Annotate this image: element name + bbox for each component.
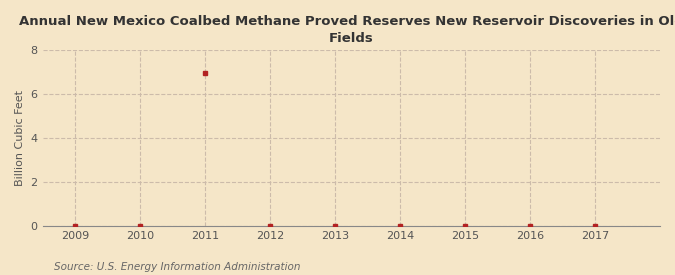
Title: Annual New Mexico Coalbed Methane Proved Reserves New Reservoir Discoveries in O: Annual New Mexico Coalbed Methane Proved… [19, 15, 675, 45]
Y-axis label: Billion Cubic Feet: Billion Cubic Feet [15, 90, 25, 186]
Text: Source: U.S. Energy Information Administration: Source: U.S. Energy Information Administ… [54, 262, 300, 272]
